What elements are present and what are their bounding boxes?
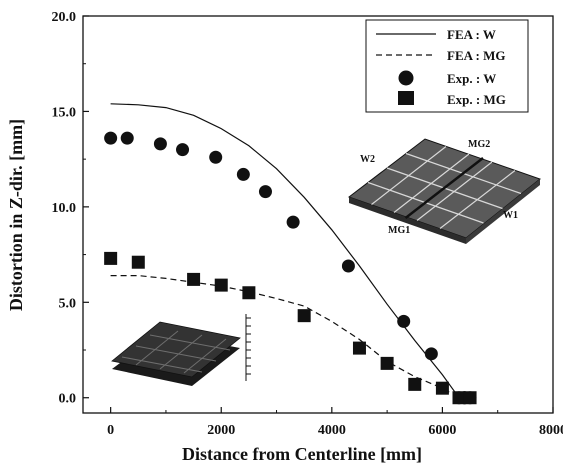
- legend-box: [365, 19, 529, 113]
- data-point-exp-w: [209, 150, 223, 164]
- series-line-fea-mg: [110, 275, 460, 399]
- data-point-exp-w: [176, 143, 190, 157]
- legend-label-fea-w: FEA : W: [447, 27, 496, 42]
- series-line-fea-w: [110, 103, 460, 399]
- data-point-exp-w: [236, 167, 250, 181]
- label-mg2: MG2: [468, 139, 490, 150]
- data-point-exp-mg: [297, 309, 311, 323]
- y-tick-label: 15.0: [52, 105, 77, 120]
- data-point-exp-w: [341, 259, 355, 273]
- y-tick-label: 20.0: [52, 10, 77, 25]
- data-point-exp-mg: [435, 381, 449, 395]
- data-point-exp-w: [424, 347, 438, 361]
- contour-scale-ticks: [246, 317, 251, 375]
- data-point-exp-w: [104, 131, 118, 145]
- data-point-exp-w: [286, 215, 300, 229]
- y-tick-label: 5.0: [59, 296, 77, 311]
- label-w2: W2: [360, 154, 375, 165]
- data-point-exp-mg: [242, 286, 256, 300]
- data-point-exp-w: [397, 314, 411, 328]
- contour-plate-top: [111, 321, 241, 378]
- label-mg1: MG1: [388, 225, 410, 236]
- data-point-exp-mg: [214, 278, 228, 292]
- data-point-exp-mg: [104, 251, 118, 265]
- data-point-exp-mg: [187, 272, 201, 286]
- data-point-exp-mg: [352, 341, 366, 355]
- data-point-exp-mg: [452, 391, 466, 405]
- model-side-face-left: [349, 197, 466, 244]
- legend-label-fea-mg: FEA : MG: [447, 48, 506, 63]
- data-point-exp-mg: [408, 377, 422, 391]
- data-point-exp-w: [120, 131, 134, 145]
- data-point-exp-mg: [380, 356, 394, 370]
- x-tick-label: 0: [107, 423, 114, 438]
- y-axis-title: Distortion in Z-dir. [mm]: [6, 119, 26, 311]
- deformation-contour-inset: [111, 314, 251, 386]
- model-side-face-right: [466, 179, 540, 244]
- legend-swatch-exp-w: [398, 70, 414, 86]
- x-tick-label: 2000: [207, 423, 235, 438]
- data-point-exp-w: [258, 185, 272, 199]
- model-main-girder: [404, 157, 484, 219]
- legend-label-exp-mg: Exp. : MG: [447, 92, 506, 107]
- data-point-exp-mg: [131, 255, 145, 269]
- plot-frame: [82, 15, 554, 414]
- x-tick-label: 4000: [318, 423, 346, 438]
- legend-label-exp-w: Exp. : W: [447, 71, 496, 86]
- contour-plate-pattern: [121, 330, 231, 374]
- y-tick-label: 0.0: [59, 392, 77, 407]
- data-point-exp-mg: [463, 391, 477, 405]
- structure-model-inset: W2 MG2 W1 MG1: [347, 138, 542, 244]
- data-point-exp-w: [153, 137, 167, 151]
- label-w1: W1: [503, 210, 518, 221]
- x-axis-title: Distance from Centerline [mm]: [182, 444, 422, 464]
- y-tick-label: 10.0: [52, 201, 77, 216]
- legend: FEA : W FEA : MG Exp. : W Exp. : MG: [365, 19, 529, 113]
- legend-swatch-exp-mg: [398, 91, 414, 105]
- x-tick-label: 6000: [428, 423, 456, 438]
